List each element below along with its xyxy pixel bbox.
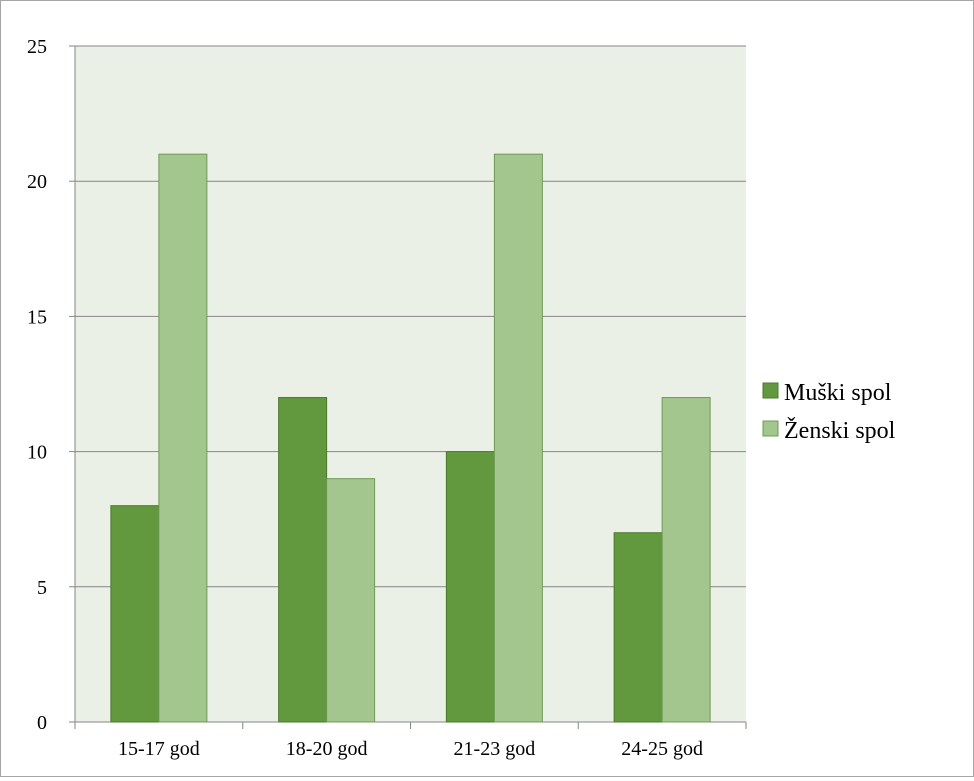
legend-swatch-1: [762, 420, 779, 437]
bar-muski-0: [110, 505, 160, 723]
y-axis: 0 5 10 15 20 25: [27, 36, 76, 734]
x-tick-label: 15-17 god: [118, 738, 200, 760]
y-tick-label: 0: [37, 712, 47, 734]
x-tick-label: 24-25 god: [621, 738, 703, 760]
x-tick-label: 21-23 god: [454, 738, 536, 760]
legend-label-0: Muški spol: [784, 380, 892, 406]
bar-muski-3: [613, 532, 663, 723]
x-tick-label: 18-20 god: [286, 738, 368, 760]
legend-swatch-0: [762, 382, 779, 399]
bars: [110, 153, 711, 723]
bar-zenski-0: [158, 153, 208, 723]
bar-zenski-3: [661, 397, 711, 723]
y-tick-label: 10: [27, 442, 47, 464]
bar-zenski-1: [326, 478, 376, 723]
bar-muski-1: [278, 397, 328, 723]
x-axis: 15-17 god 18-20 god 21-23 god 24-25 god: [74, 721, 747, 760]
bar-muski-2: [445, 451, 495, 723]
y-tick-label: 15: [27, 306, 47, 328]
y-tick-label: 5: [37, 577, 47, 599]
y-tick-label: 25: [27, 36, 47, 58]
legend: Muški spol Ženski spol: [762, 380, 896, 444]
y-tick-label: 20: [27, 171, 47, 193]
bar-zenski-2: [493, 153, 543, 723]
legend-label-1: Ženski spol: [784, 418, 896, 444]
